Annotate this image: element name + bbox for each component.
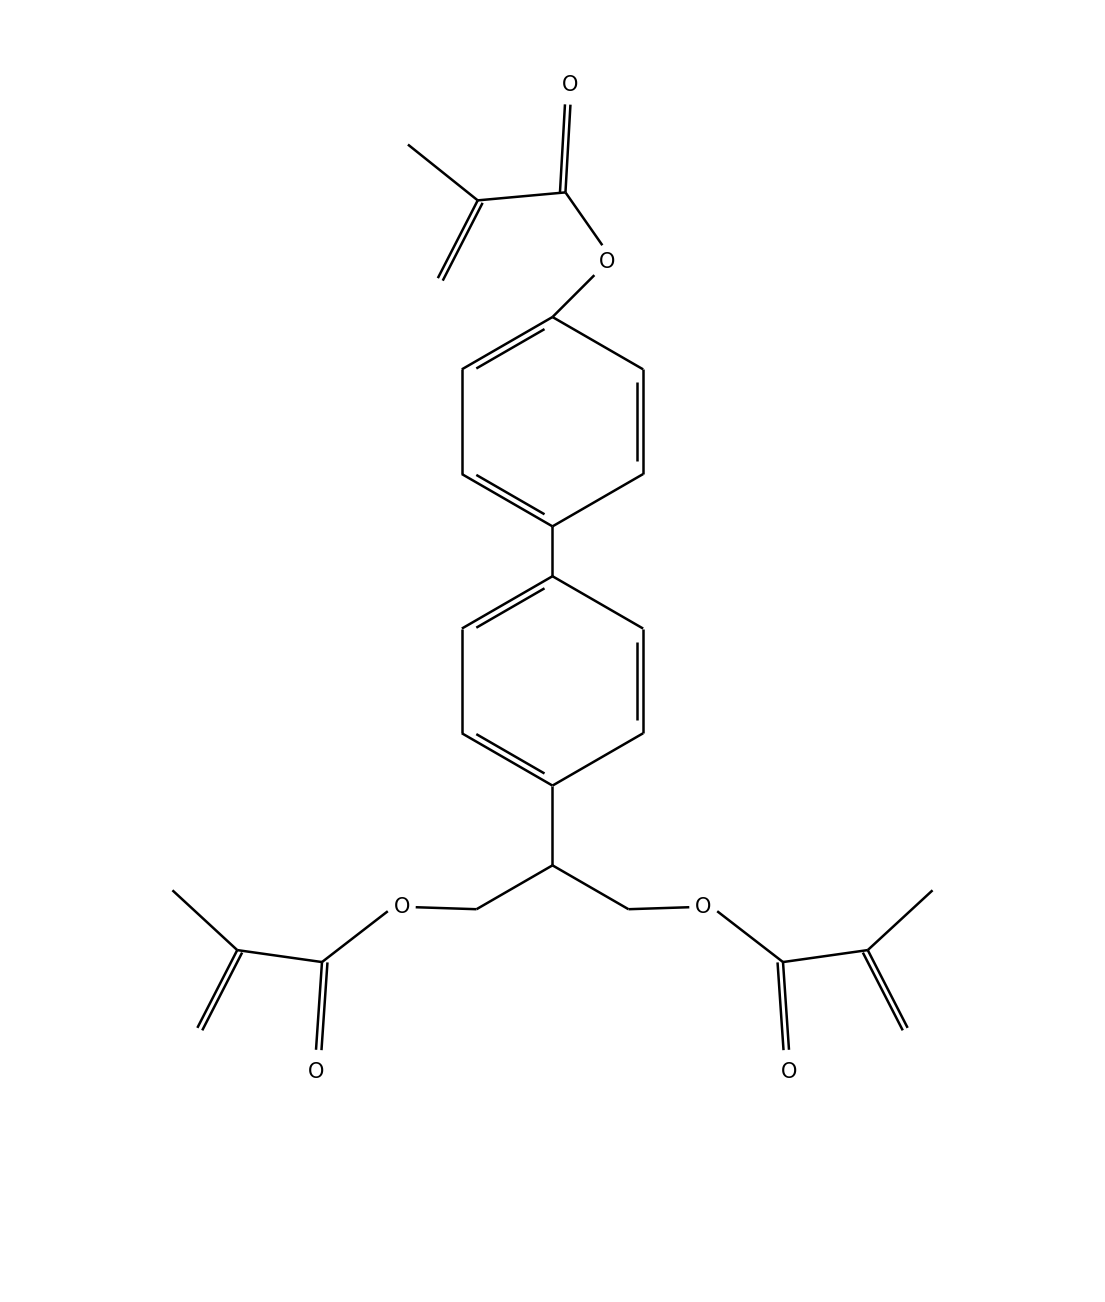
Text: O: O bbox=[695, 897, 712, 917]
Text: O: O bbox=[599, 253, 615, 272]
Text: O: O bbox=[308, 1061, 324, 1082]
Text: O: O bbox=[781, 1061, 797, 1082]
Text: O: O bbox=[393, 897, 410, 917]
Text: O: O bbox=[562, 74, 579, 95]
